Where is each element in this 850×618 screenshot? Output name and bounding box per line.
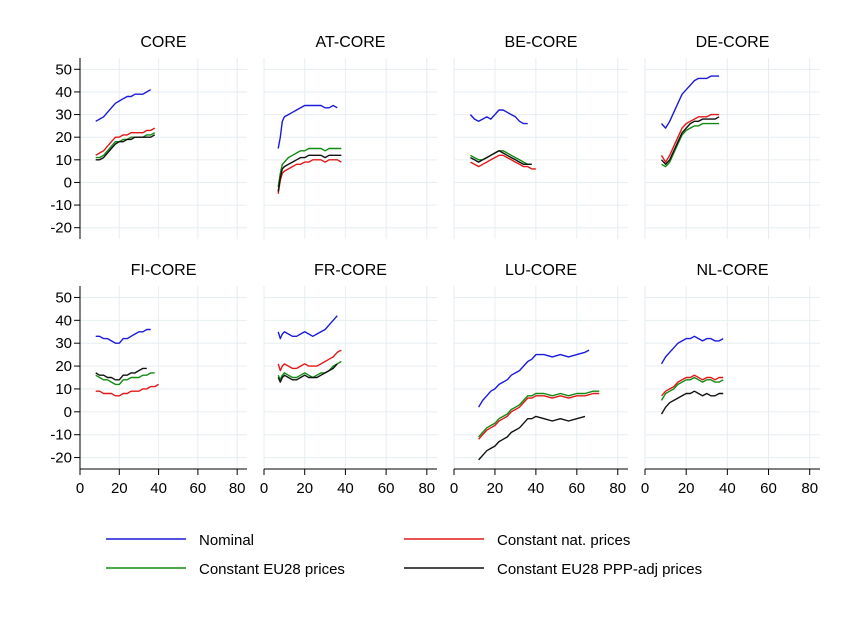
series-line-constant-eu28-ppp-adj-prices — [277, 154, 342, 192]
series-line-constant-eu28-ppp-adj-prices — [95, 367, 147, 381]
series-line-constant-eu28-ppp-adj-prices — [95, 134, 156, 161]
series-line-constant-eu28-ppp-adj-prices — [470, 150, 532, 166]
x-tick-label: 40 — [719, 480, 736, 497]
panel-lu-core: LU-CORE 0 20 40 60 80 — [450, 262, 628, 497]
x-tick-label: 80 — [801, 480, 818, 497]
series-line-constant-eu28-ppp-adj-prices — [277, 363, 338, 383]
y-tick-label: 30 — [55, 335, 72, 352]
x-tick-label: 0 — [76, 480, 84, 497]
series-line-constant-nat-prices — [277, 159, 342, 194]
legend: Nominal Constant nat. prices Constant EU28… — [106, 532, 702, 578]
series-line-constant-eu28-prices — [470, 150, 532, 166]
x-tick-label: 0 — [260, 480, 268, 497]
legend-label: Constant nat. prices — [497, 532, 630, 549]
panel-title: CORE — [140, 34, 186, 51]
panel-title: AT-CORE — [316, 34, 386, 51]
y-tick-label: 30 — [55, 107, 72, 124]
series-line-nominal — [95, 328, 151, 344]
series-line-constant-nat-prices — [95, 127, 156, 156]
y-tick-label: 20 — [55, 129, 72, 146]
panel-de-core: DE-CORE — [644, 34, 820, 239]
x-tick-label: 40 — [337, 480, 354, 497]
x-tick-label: 40 — [150, 480, 167, 497]
series-line-nominal — [660, 335, 724, 365]
series-line-nominal — [277, 104, 338, 149]
panel-title: FI-CORE — [131, 262, 197, 279]
y-tick-label: 0 — [64, 404, 72, 421]
series-line-constant-eu28-ppp-adj-prices — [660, 390, 724, 415]
panel-title: LU-CORE — [505, 262, 577, 279]
x-tick-label: 60 — [760, 480, 777, 497]
x-tick-label: 20 — [111, 480, 128, 497]
x-tick-label: 60 — [190, 480, 207, 497]
series-line-constant-eu28-prices — [478, 390, 600, 438]
y-tick-label: 10 — [55, 152, 72, 169]
legend-label: Constant EU28 PPP-adj prices — [497, 561, 702, 578]
y-tick-label: 0 — [64, 174, 72, 191]
series-line-constant-eu28-prices — [660, 376, 724, 401]
panel-fr-core: FR-CORE 0 20 40 60 80 — [260, 262, 437, 497]
series-line-nominal — [95, 89, 152, 122]
panel-core: CORE 50 40 30 20 10 0 -10 -20 — [50, 34, 247, 239]
y-tick-label: -20 — [50, 450, 72, 467]
x-tick-label: 20 — [678, 480, 695, 497]
series-line-constant-eu28-prices — [95, 132, 156, 159]
series-line-constant-nat-prices — [478, 392, 600, 440]
series-line-constant-nat-prices — [470, 154, 536, 170]
series-line-constant-nat-prices — [95, 383, 159, 397]
panel-title: FR-CORE — [314, 262, 387, 279]
series-line-constant-eu28-prices — [95, 372, 155, 386]
series-line-nominal — [660, 75, 720, 129]
y-tick-label: 50 — [55, 61, 72, 78]
x-tick-label: 20 — [487, 480, 504, 497]
x-tick-label: 0 — [450, 480, 458, 497]
series-line-constant-eu28-ppp-adj-prices — [478, 415, 586, 461]
series-line-constant-nat-prices — [277, 349, 342, 372]
panel-at-core: AT-CORE — [263, 34, 437, 239]
panel-title: NL-CORE — [696, 262, 768, 279]
series-line-nominal — [277, 315, 338, 340]
y-tick-label: 50 — [55, 289, 72, 306]
y-tick-label: -10 — [50, 197, 72, 214]
series-line-nominal — [469, 109, 528, 125]
panel-title: DE-CORE — [696, 34, 770, 51]
x-tick-label: 80 — [229, 480, 246, 497]
series-line-constant-eu28-prices — [661, 122, 720, 168]
series-line-constant-nat-prices — [660, 374, 724, 397]
y-tick-label: 40 — [55, 84, 72, 101]
series-line-nominal — [478, 349, 590, 408]
y-tick-label: -10 — [50, 427, 72, 444]
x-tick-label: 60 — [568, 480, 585, 497]
x-tick-label: 80 — [609, 480, 626, 497]
series-line-constant-eu28-prices — [277, 147, 342, 188]
legend-label: Constant EU28 prices — [199, 561, 345, 578]
series-line-constant-nat-prices — [660, 113, 720, 163]
x-tick-label: 20 — [296, 480, 313, 497]
series-line-constant-eu28-ppp-adj-prices — [660, 116, 720, 166]
panel-be-core: BE-CORE — [453, 34, 628, 239]
legend-label: Nominal — [199, 532, 254, 549]
panel-nl-core: NL-CORE 0 20 40 60 80 — [641, 262, 820, 497]
x-tick-label: 0 — [641, 480, 649, 497]
x-tick-label: 40 — [528, 480, 545, 497]
y-tick-label: -20 — [50, 220, 72, 237]
x-tick-label: 80 — [418, 480, 435, 497]
y-tick-label: 10 — [55, 381, 72, 398]
y-tick-label: 20 — [55, 358, 72, 375]
x-tick-label: 60 — [378, 480, 395, 497]
panel-title: BE-CORE — [505, 34, 578, 51]
y-tick-label: 40 — [55, 312, 72, 329]
